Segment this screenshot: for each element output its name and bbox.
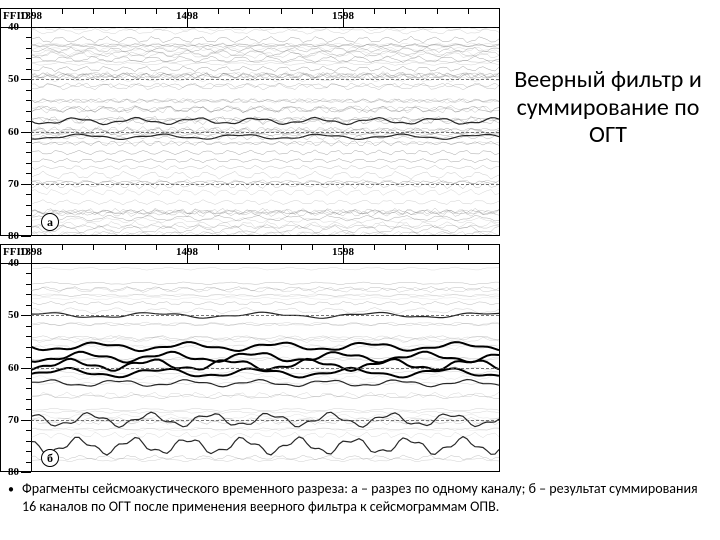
caption-text: Фрагменты сейсмоакустического временного… <box>22 480 698 515</box>
y-tick-label: 40 <box>8 21 19 33</box>
gridline <box>31 368 499 369</box>
seismic-panel-a: FFID 139814981598 4050607080 а <box>0 8 500 236</box>
y-tick-label: 50 <box>8 309 19 321</box>
gridline <box>31 132 499 133</box>
seismic-panel-b: FFID 139814981598 4050607080 б <box>0 244 500 472</box>
y-tick-label: 60 <box>8 362 19 374</box>
bullet-icon: • <box>8 483 14 498</box>
y-tick-label: 80 <box>8 230 19 242</box>
x-axis-a: FFID 139814981598 <box>1 9 499 28</box>
y-tick-label: 40 <box>8 257 19 269</box>
caption: • Фрагменты сейсмоакустического временно… <box>22 480 708 515</box>
y-axis-b: 4050607080 <box>1 263 32 471</box>
slide-title: Веерный фильтр и суммирование по ОГТ <box>504 60 712 155</box>
y-axis-a: 4050607080 <box>1 27 32 235</box>
x-axis-b: FFID 139814981598 <box>1 245 499 264</box>
gridline <box>31 420 499 421</box>
plot-area-b <box>31 263 499 471</box>
slide: Веерный фильтр и суммирование по ОГТ FFI… <box>0 0 720 540</box>
panel-label-b: б <box>41 449 59 467</box>
y-tick-label: 80 <box>8 466 19 478</box>
gridline <box>31 79 499 80</box>
plot-area-a <box>31 27 499 235</box>
y-tick-label: 60 <box>8 126 19 138</box>
y-tick-label: 70 <box>8 178 19 190</box>
gridline <box>31 184 499 185</box>
gridline <box>31 315 499 316</box>
y-tick-label: 70 <box>8 414 19 426</box>
panel-label-a: а <box>41 213 59 231</box>
y-tick-label: 50 <box>8 73 19 85</box>
